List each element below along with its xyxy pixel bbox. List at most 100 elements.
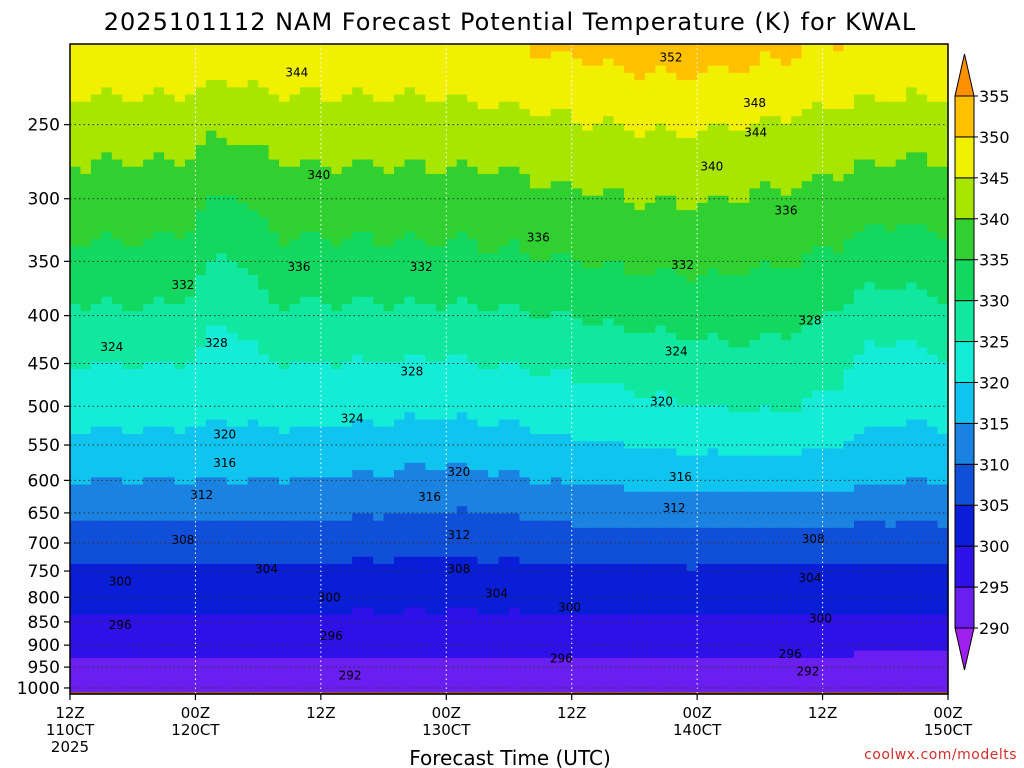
field-cell — [216, 109, 228, 117]
field-cell — [258, 51, 270, 60]
field-cell — [916, 109, 928, 117]
field-cell — [258, 397, 270, 406]
field-cell — [205, 109, 217, 117]
field-cell — [143, 426, 155, 435]
field-cell — [603, 275, 615, 283]
field-cell — [216, 174, 228, 182]
field-cell — [477, 130, 489, 139]
field-cell — [373, 354, 385, 363]
field-cell — [122, 354, 134, 363]
field-cell — [122, 202, 134, 211]
field-cell — [435, 123, 447, 132]
field-cell — [164, 448, 176, 457]
field-cell — [289, 253, 301, 262]
field-cell — [749, 448, 761, 457]
field-cell — [519, 181, 531, 190]
field-cell — [373, 340, 385, 348]
field-cell — [80, 325, 92, 334]
field-cell — [749, 253, 761, 262]
field-cell — [195, 188, 207, 197]
field-cell — [603, 58, 615, 67]
field-cell — [864, 397, 876, 406]
field-cell — [352, 434, 364, 442]
field-cell — [362, 166, 374, 175]
field-cell — [791, 405, 803, 413]
field-cell — [623, 72, 636, 81]
field-cell — [195, 361, 207, 370]
field-cell — [237, 210, 249, 218]
field-cell — [101, 137, 113, 146]
field-cell — [927, 101, 939, 110]
field-cell — [184, 419, 197, 428]
field-cell — [174, 340, 186, 348]
field-cell — [550, 462, 562, 471]
field-cell — [289, 412, 301, 421]
field-cell — [644, 210, 656, 218]
field-cell — [707, 325, 719, 334]
field-cell — [833, 58, 845, 67]
field-cell — [561, 188, 573, 197]
field-cell — [885, 123, 897, 132]
field-cell — [425, 51, 437, 60]
field-cell — [874, 318, 886, 327]
field-cell — [916, 44, 928, 52]
field-cell — [519, 210, 531, 218]
field-cell — [373, 109, 385, 117]
field-cell — [550, 289, 562, 298]
field-cell — [80, 397, 92, 406]
field-cell — [791, 123, 803, 132]
field-cell — [874, 101, 886, 110]
field-cell — [927, 72, 939, 81]
field-cell — [623, 101, 636, 110]
field-cell — [718, 137, 730, 146]
field-cell — [258, 260, 270, 269]
field-cell — [184, 304, 197, 312]
field-cell — [477, 289, 489, 298]
field-cell — [435, 174, 447, 182]
field-cell — [676, 253, 688, 262]
field-cell — [738, 390, 750, 399]
field-cell — [467, 202, 479, 211]
field-cell — [341, 332, 353, 341]
field-cell — [561, 412, 573, 421]
field-cell — [665, 325, 677, 334]
field-cell — [237, 434, 249, 442]
field-cell — [456, 455, 468, 464]
field-cell — [362, 231, 374, 240]
field-cell — [853, 130, 865, 139]
field-cell — [226, 462, 238, 471]
field-cell — [268, 325, 280, 334]
field-cell — [237, 94, 249, 103]
field-cell — [456, 181, 468, 190]
field-cell — [404, 188, 416, 197]
field-cell — [132, 210, 144, 218]
field-cell — [676, 311, 688, 320]
field-cell — [540, 426, 552, 435]
field-cell — [509, 325, 521, 334]
field-cell — [174, 174, 186, 182]
field-cell — [874, 72, 886, 81]
field-cell — [435, 304, 447, 312]
field-cell — [394, 426, 406, 435]
field-cell — [352, 260, 364, 269]
field-cell — [853, 260, 865, 269]
field-cell — [299, 332, 311, 341]
field-cell — [644, 116, 656, 125]
field-cell — [738, 412, 750, 421]
field-cell — [623, 51, 636, 60]
field-cell — [937, 376, 949, 385]
field-cell — [362, 325, 374, 334]
field-cell — [352, 275, 364, 283]
field-cell — [90, 123, 102, 132]
field-cell — [770, 101, 782, 110]
field-cell — [164, 470, 176, 478]
field-cell — [153, 347, 165, 356]
field-cell — [728, 296, 740, 305]
field-cell — [833, 174, 845, 182]
field-cell — [80, 419, 92, 428]
field-cell — [592, 101, 604, 110]
field-cell — [279, 304, 291, 312]
field-cell — [801, 361, 813, 370]
field-cell — [864, 267, 876, 276]
field-cell — [686, 412, 698, 421]
